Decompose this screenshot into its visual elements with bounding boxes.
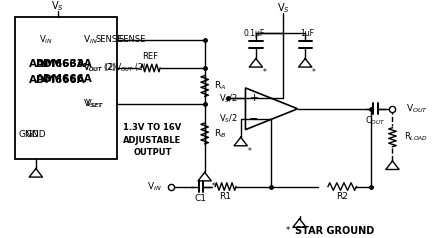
Text: V$_S$/2: V$_S$/2 — [218, 113, 237, 125]
Text: SENSE: SENSE — [95, 35, 123, 44]
Text: R2: R2 — [335, 193, 347, 202]
Text: V$_{OUT}$ (2): V$_{OUT}$ (2) — [83, 62, 117, 74]
Text: 1.3V TO 16V: 1.3V TO 16V — [123, 123, 181, 132]
Text: GND: GND — [26, 130, 46, 139]
Text: ADJUSTABLE: ADJUSTABLE — [123, 136, 181, 145]
Text: V$_{IN}$: V$_{IN}$ — [147, 180, 161, 193]
Bar — [15, 17, 117, 159]
Text: +: + — [249, 93, 258, 103]
Text: *: * — [211, 182, 215, 191]
Text: REF: REF — [142, 52, 158, 61]
Text: ADM666A: ADM666A — [29, 75, 86, 85]
Text: R$_B$: R$_B$ — [214, 127, 226, 140]
Text: V$_{IN}$: V$_{IN}$ — [83, 33, 98, 46]
Text: GND: GND — [19, 130, 39, 139]
Text: V$_{SET}$: V$_{SET}$ — [83, 98, 104, 110]
Text: V$_S$/2: V$_S$/2 — [218, 92, 237, 105]
Text: *: * — [247, 147, 251, 156]
Text: STAR GROUND: STAR GROUND — [294, 226, 373, 236]
Text: V$_S$: V$_S$ — [51, 0, 64, 13]
Text: OUTPUT: OUTPUT — [133, 148, 171, 157]
Text: V$_{OUT}$: V$_{OUT}$ — [405, 103, 427, 115]
Text: *: * — [262, 68, 266, 77]
Text: R$_A$: R$_A$ — [214, 80, 226, 92]
Text: −: − — [249, 114, 258, 124]
Text: 0.1μF: 0.1μF — [243, 29, 264, 38]
Text: ADM666A: ADM666A — [36, 74, 92, 84]
Text: V$_{SET}$: V$_{SET}$ — [85, 98, 104, 110]
Text: ADM663A: ADM663A — [36, 59, 92, 69]
Text: ADM663A: ADM663A — [29, 59, 86, 69]
Text: C$_{OUT}$: C$_{OUT}$ — [364, 115, 385, 127]
Text: V$_{OUT}$ (2): V$_{OUT}$ (2) — [115, 62, 146, 74]
Text: V$_{OUT}$ (2): V$_{OUT}$ (2) — [83, 62, 116, 74]
Text: *: * — [311, 68, 315, 77]
Text: SENSE: SENSE — [118, 35, 146, 44]
Text: V$_S$: V$_S$ — [276, 1, 289, 15]
Text: R1: R1 — [219, 193, 231, 202]
Text: 1μF: 1μF — [299, 29, 313, 38]
Text: C1: C1 — [194, 194, 207, 203]
Text: V$_{IN}$: V$_{IN}$ — [39, 33, 53, 46]
Text: R$_{LOAD}$: R$_{LOAD}$ — [403, 131, 427, 144]
Text: *: * — [285, 226, 289, 235]
